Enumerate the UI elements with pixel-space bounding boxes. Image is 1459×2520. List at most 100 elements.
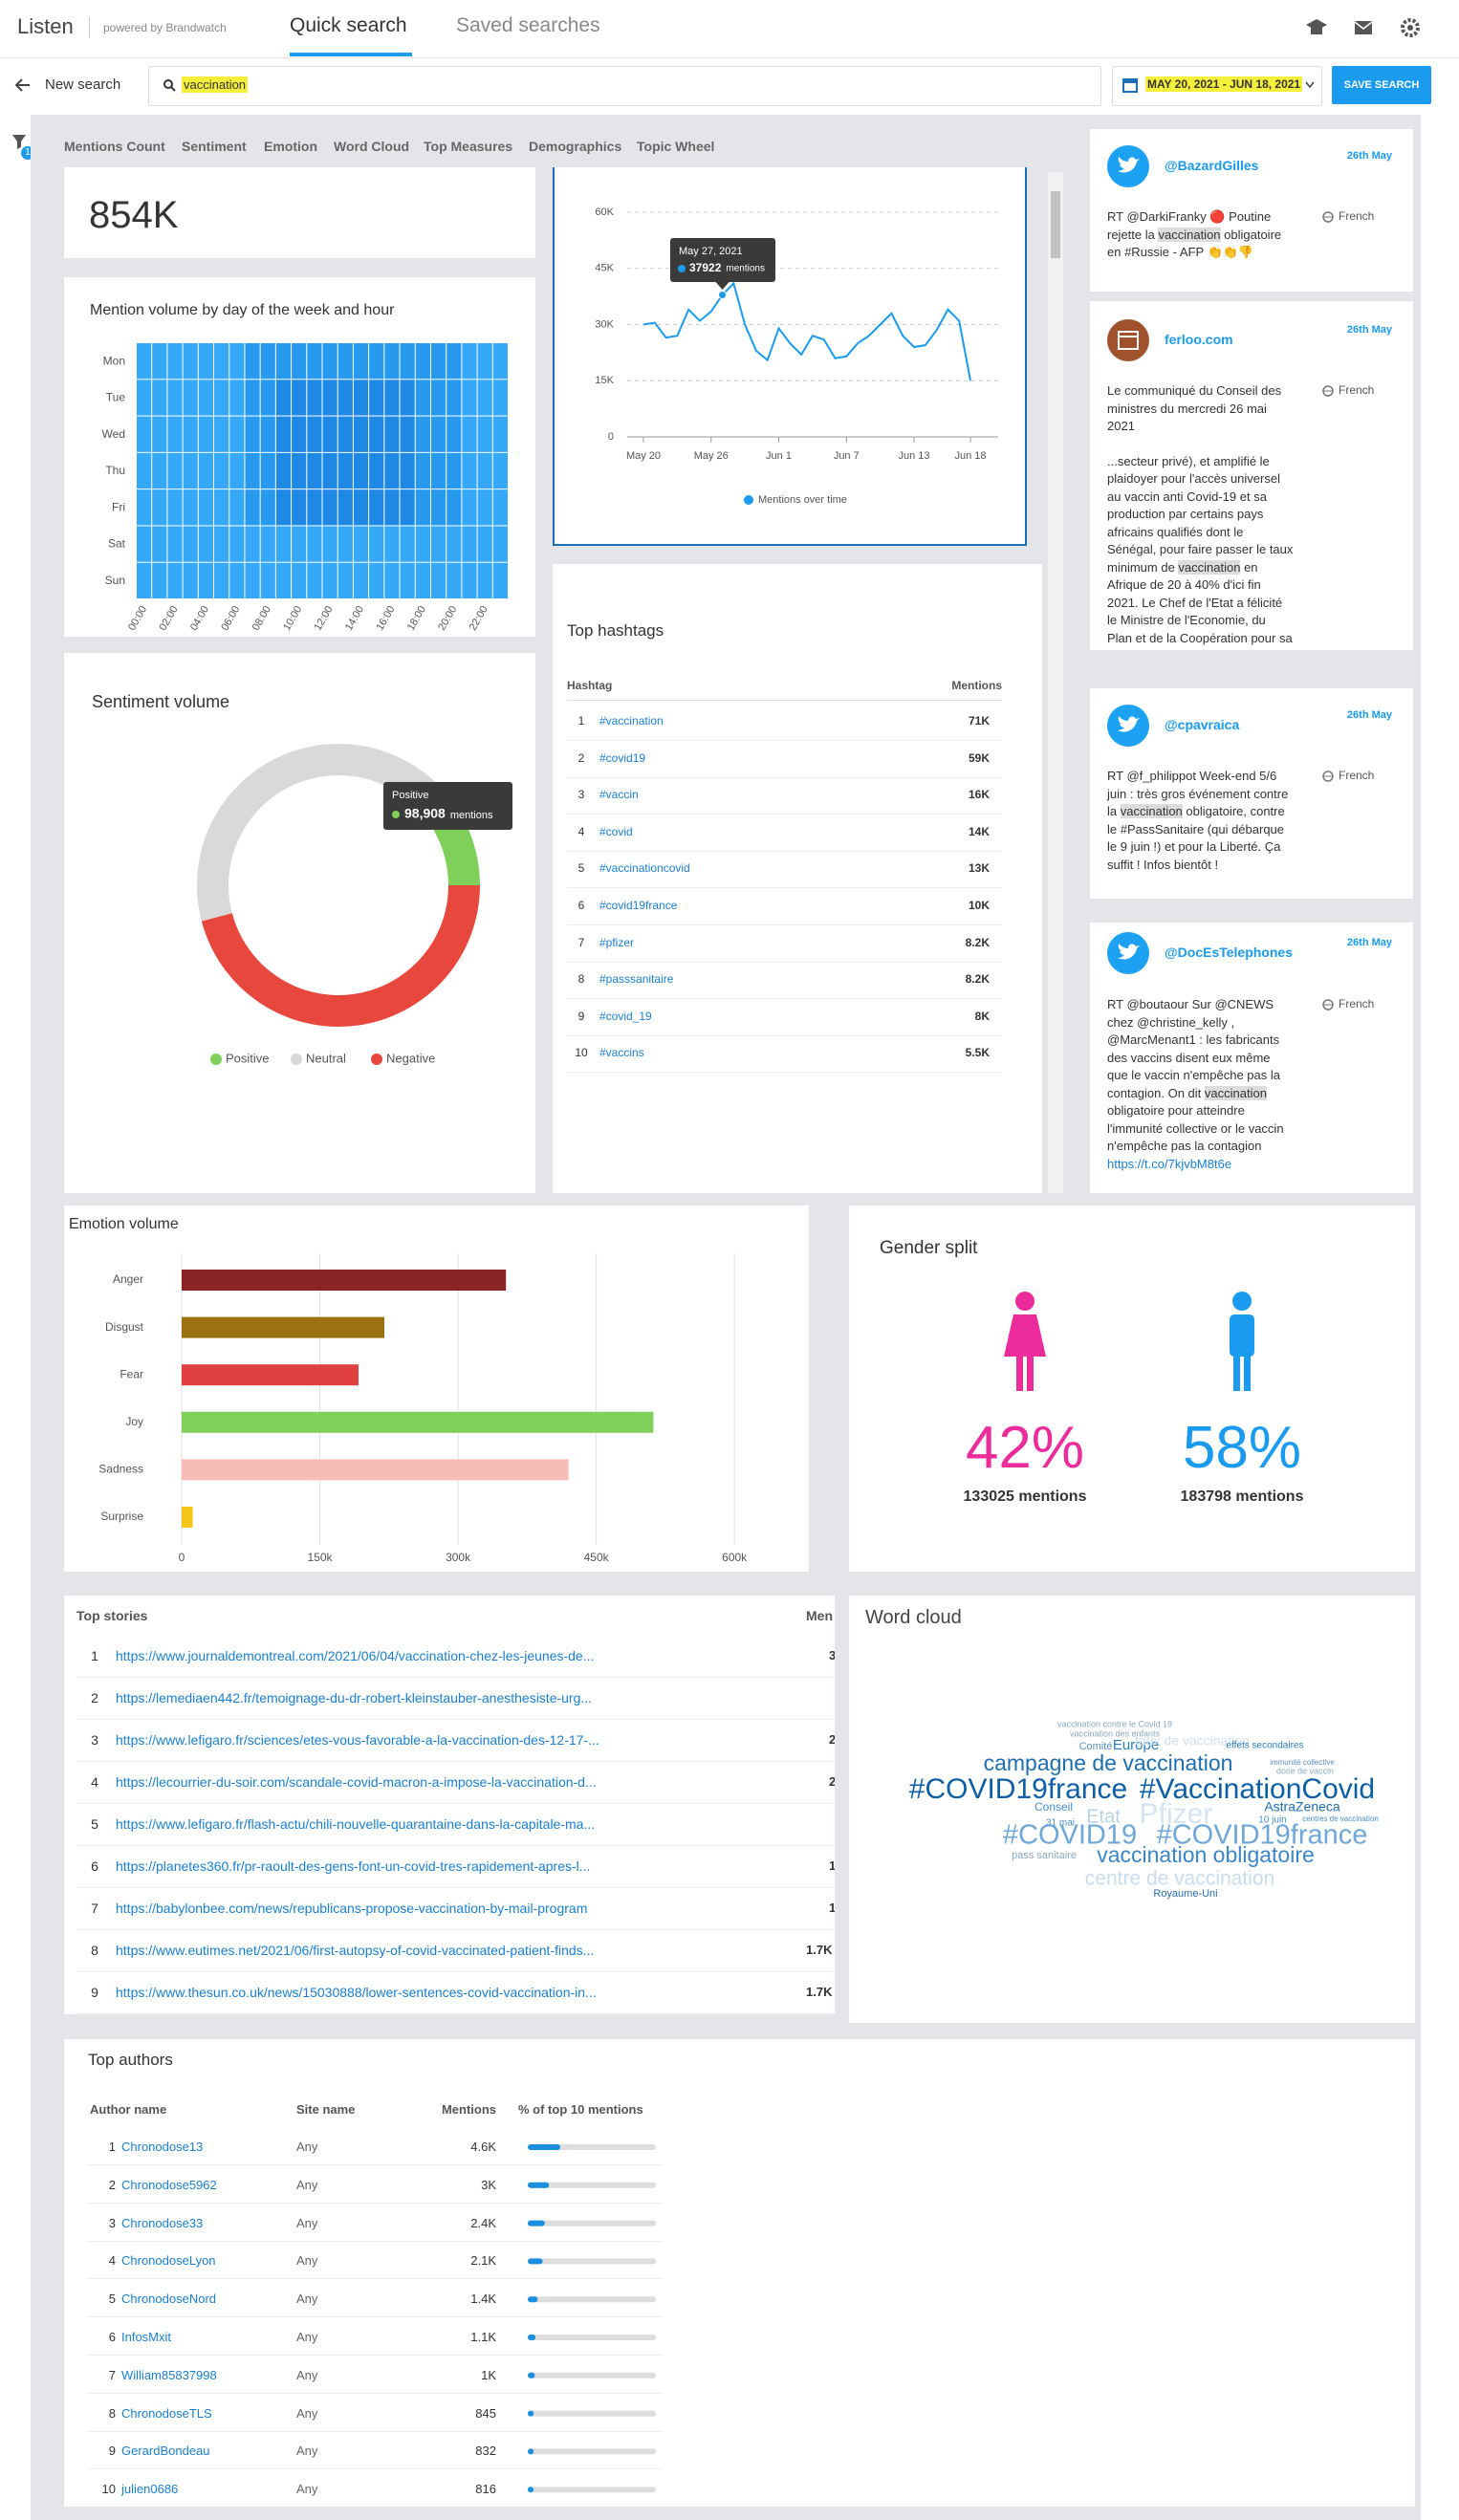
back-arrow[interactable] xyxy=(13,76,33,94)
settings-icon[interactable] xyxy=(1401,18,1420,37)
author-name[interactable]: julien0686 xyxy=(121,2482,179,2497)
row-rule xyxy=(88,2202,662,2204)
heatmap-cell xyxy=(462,343,477,380)
author-name[interactable]: ChronodoseNord xyxy=(121,2292,217,2307)
heatmap-cell xyxy=(275,452,292,489)
author-name[interactable]: Chronodose5962 xyxy=(121,2177,217,2192)
row-rule xyxy=(88,2278,662,2280)
hashtag[interactable]: #vaccins xyxy=(599,1046,644,1060)
person-leg xyxy=(1233,1349,1240,1391)
post-link[interactable]: https://t.co/7kjvbM8t6e xyxy=(1107,1156,1232,1171)
story-url[interactable]: https://www.lefigaro.fr/flash-actu/chili… xyxy=(116,1816,596,1832)
nav-tab[interactable]: Word Cloud xyxy=(334,139,410,154)
mentions: 71K xyxy=(968,714,990,728)
hashtag[interactable]: #vaccinationcovid xyxy=(599,861,690,876)
site-name: Any xyxy=(296,2177,318,2192)
heatmap-cell xyxy=(415,452,430,489)
hashtag[interactable]: #covid19france xyxy=(599,899,678,912)
story-url[interactable]: https://www.lefigaro.fr/sciences/etes-vo… xyxy=(116,1732,599,1748)
bar xyxy=(528,2410,534,2417)
y-tick-label: Joy xyxy=(125,1415,143,1428)
author-name[interactable]: Chronodose13 xyxy=(121,2140,204,2154)
search-icon xyxy=(163,79,176,92)
heatmap-cell xyxy=(384,489,400,526)
post-text: RT @DarkiFranky 🔴 Poutine rejette la vac… xyxy=(1107,208,1294,262)
hashtag[interactable]: #vaccin xyxy=(599,788,639,802)
author-name[interactable]: InfosMxit xyxy=(121,2330,172,2344)
author-name[interactable]: GerardBondeau xyxy=(121,2444,210,2459)
heatmap-cell xyxy=(477,416,492,452)
scrollbar-thumb[interactable] xyxy=(1051,191,1060,258)
nav-tab[interactable]: Demographics xyxy=(529,139,622,154)
heatmap-cell xyxy=(198,562,214,598)
story-url[interactable]: https://lecourrier-du-soir.com/scandale-… xyxy=(116,1774,597,1790)
nav-tab[interactable]: Top Measures xyxy=(424,139,513,154)
post-text: RT @boutaour Sur @CNEWS chez @christine_… xyxy=(1107,996,1294,1173)
text: obligatoire, contre le #PassSanitaire (q… xyxy=(1107,804,1285,872)
nav-tab[interactable]: Topic Wheel xyxy=(637,139,715,154)
tooltip-dot xyxy=(678,265,686,272)
y-tick-label: Anger xyxy=(113,1272,143,1286)
hashtag[interactable]: #covid xyxy=(599,824,633,838)
story-url[interactable]: https://planetes360.fr/pr-raoult-des-gen… xyxy=(116,1858,591,1874)
hashtag[interactable]: #passsanitaire xyxy=(599,972,674,987)
hashtag[interactable]: #vaccination xyxy=(599,714,664,728)
story-url[interactable]: https://www.journaldemontreal.com/2021/0… xyxy=(116,1648,595,1663)
heatmap-cell xyxy=(260,416,275,452)
nav-tab[interactable]: Mentions Count xyxy=(64,139,165,154)
bar xyxy=(528,2335,536,2340)
author-name[interactable]: Chronodose33 xyxy=(121,2215,204,2230)
filter-icon[interactable] xyxy=(11,134,29,151)
heatmap-cell xyxy=(446,343,462,380)
row-rule xyxy=(76,1929,835,1930)
search-input[interactable] xyxy=(148,66,1101,106)
heatmap-cell xyxy=(214,452,229,489)
author-name[interactable]: ChronodoseTLS xyxy=(121,2405,212,2421)
heatmap-cell xyxy=(245,489,260,526)
heatmap-cell xyxy=(477,489,492,526)
hashtag[interactable]: #covid_19 xyxy=(599,1009,652,1023)
bar xyxy=(528,2448,534,2455)
mail-icon[interactable] xyxy=(1354,21,1373,34)
author-name[interactable]: William85837998 xyxy=(121,2367,217,2382)
heatmap-cell xyxy=(430,343,446,380)
scrollbar[interactable] xyxy=(1048,172,1063,1193)
tooltip-arrow xyxy=(715,282,730,290)
save-search-button[interactable]: SAVE SEARCH xyxy=(1332,66,1431,104)
tab-saved-searches[interactable]: Saved searches xyxy=(456,14,600,36)
post-source[interactable]: @BazardGilles xyxy=(1165,158,1259,173)
calendar-icon xyxy=(1122,78,1138,93)
heatmap-cell xyxy=(167,526,183,562)
author-name[interactable]: ChronodoseLyon xyxy=(121,2253,216,2269)
mentions: 1.7K xyxy=(806,1985,833,1999)
post-source[interactable]: ferloo.com xyxy=(1165,332,1233,347)
row-rule xyxy=(76,2013,835,2014)
date-picker[interactable] xyxy=(1112,66,1322,106)
new-search[interactable]: New search xyxy=(45,76,121,93)
heatmap-cell xyxy=(183,343,198,380)
post-title: Le communiqué du Conseil des ministres d… xyxy=(1107,383,1282,433)
story-url[interactable]: https://lemediaen442.fr/temoignage-du-dr… xyxy=(116,1690,593,1705)
x-tick-label: May 20 xyxy=(626,450,661,462)
heatmap-cell xyxy=(137,526,152,562)
story-url[interactable]: https://www.thesun.co.uk/news/15030888/l… xyxy=(116,1985,597,2000)
story-url[interactable]: https://www.eutimes.net/2021/06/first-au… xyxy=(116,1943,595,1958)
heatmap-cell xyxy=(292,380,307,416)
heatmap-cell xyxy=(446,526,462,562)
y-tick-label: 0 xyxy=(608,431,614,443)
post-source[interactable]: @DocEsTelephones xyxy=(1165,945,1293,960)
hashtag[interactable]: #covid19 xyxy=(599,750,646,765)
mentions: 4.6K xyxy=(470,2140,496,2154)
academy-icon[interactable] xyxy=(1306,19,1327,34)
story-url[interactable]: https://babylonbee.com/news/republicans-… xyxy=(116,1901,588,1916)
mentions: 1.7K xyxy=(806,1943,833,1957)
nav-tab[interactable]: Emotion xyxy=(264,139,317,154)
post-source[interactable]: @cpavraica xyxy=(1165,717,1240,732)
heatmap-cell xyxy=(260,489,275,526)
heatmap-cell xyxy=(322,380,338,416)
nav-tab[interactable]: Sentiment xyxy=(182,139,247,154)
hashtag[interactable]: #pfizer xyxy=(599,935,635,949)
legend-dot xyxy=(210,1054,222,1065)
mentions: 816 xyxy=(475,2482,496,2497)
tab-quick-search[interactable]: Quick search xyxy=(290,14,407,36)
